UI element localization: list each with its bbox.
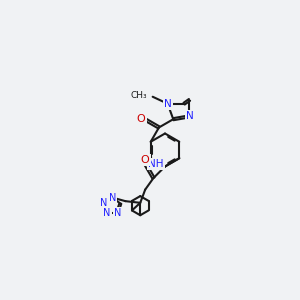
Text: CH₃: CH₃ bbox=[130, 91, 147, 100]
Text: N: N bbox=[164, 99, 172, 109]
Text: N: N bbox=[103, 208, 111, 218]
Text: N: N bbox=[109, 193, 116, 202]
Text: O: O bbox=[137, 114, 146, 124]
Text: N: N bbox=[186, 111, 194, 121]
Text: NH: NH bbox=[148, 159, 164, 170]
Text: O: O bbox=[141, 155, 150, 165]
Text: N: N bbox=[100, 198, 108, 208]
Text: N: N bbox=[114, 208, 121, 218]
